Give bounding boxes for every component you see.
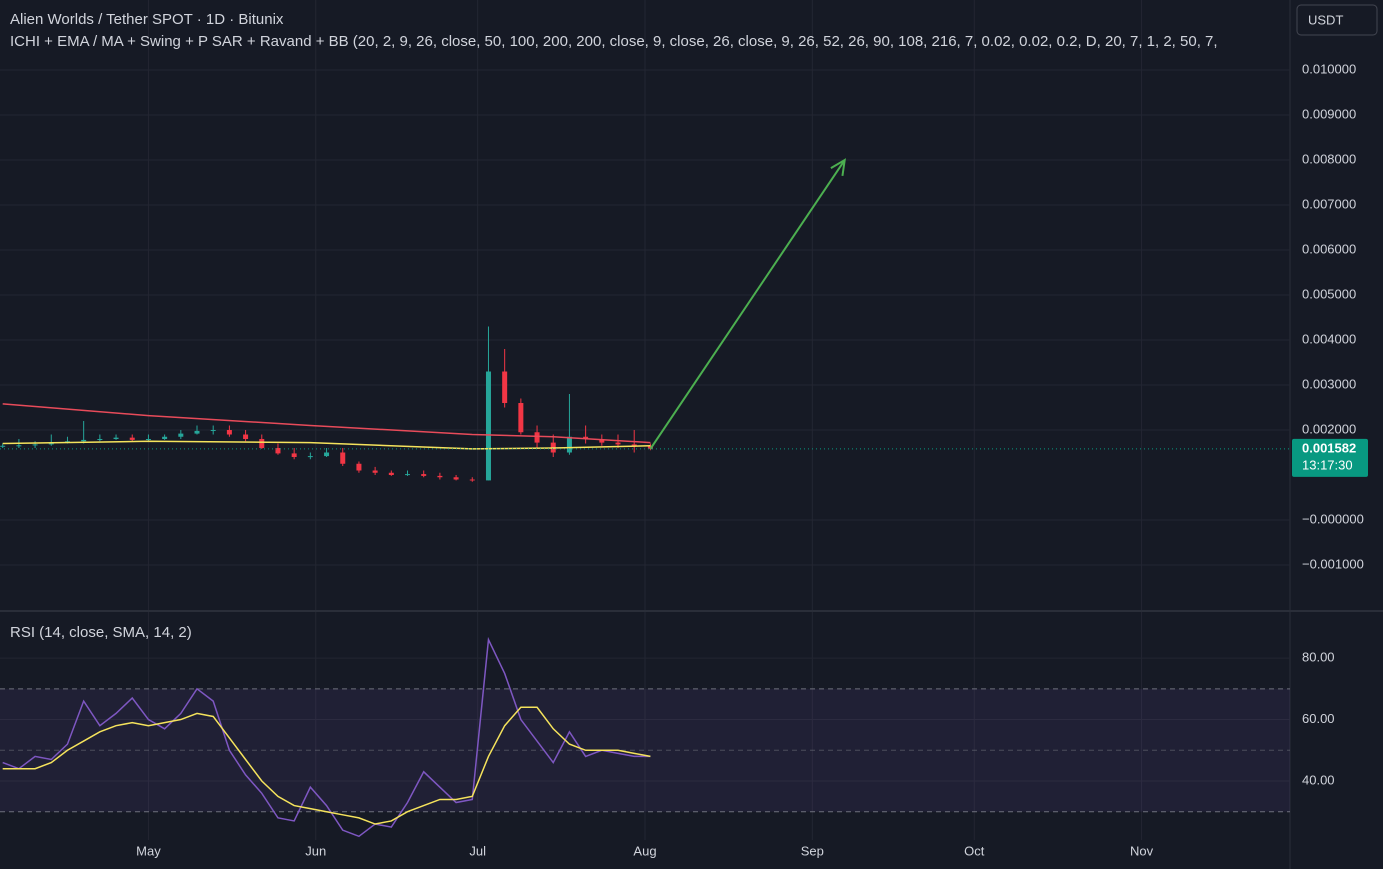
candle-body [599,439,605,443]
candle-body [518,403,524,433]
last-price-label: 0.001582 [1302,440,1356,455]
candle-body [32,444,38,446]
candle-body [437,475,443,478]
y-tick-label: 0.003000 [1302,376,1356,391]
candle-body [129,437,135,440]
candle-body [485,371,491,481]
candle-body [307,456,313,458]
candle-body [194,430,200,434]
candle-body [16,445,22,447]
chart-title: Alien Worlds / Tether SPOT · 1D · Bituni… [10,11,284,28]
y-tick-label: 0.010000 [1302,61,1356,76]
x-tick-label: Jul [469,843,486,858]
x-tick-label: Sep [801,843,824,858]
y-tick-label: 0.008000 [1302,151,1356,166]
y-tick-label: 0.006000 [1302,241,1356,256]
x-tick-label: May [136,843,161,858]
candle-body [243,434,249,440]
grid [0,0,1290,840]
labels: 0.010000 0.009000 0.008000 0.007000 0.006000… [10,61,1368,858]
indicator-settings: ICHI + EMA / MA + Swing + P SAR + Ravand… [10,33,1218,50]
countdown-label: 13:17:30 [1302,457,1353,472]
candle-body [566,436,572,453]
candle-body [81,439,87,442]
candle-body [113,437,119,440]
x-tick-label: Nov [1130,843,1154,858]
projection-arrow [649,159,846,450]
candle-body [0,445,6,447]
currency-label[interactable]: USDT [1308,12,1343,27]
x-tick-label: Jun [305,843,326,858]
candle-body [145,439,151,441]
candle-body [210,430,216,432]
y-tick-label: 40.00 [1302,772,1335,787]
candle-body [324,452,330,457]
currency-button[interactable] [1296,4,1378,36]
candle-body [453,477,459,480]
candle-body [615,442,621,445]
candle-body [534,432,540,443]
candle-body [421,474,427,476]
y-tick-label: 80.00 [1302,650,1335,665]
candle-body [583,436,589,440]
candle-body [226,430,232,435]
candle-body [178,433,184,437]
marks [0,158,1290,838]
y-tick-label: 0.002000 [1302,421,1356,436]
y-tick-label: −0.001000 [1302,556,1364,571]
candle-body [275,448,281,454]
candle-body [162,436,168,440]
candle-body [372,470,378,473]
last-price-box [1292,438,1368,477]
x-tick-label: Aug [633,843,656,858]
candle-body [469,479,475,481]
rsi-line [2,636,651,838]
x-tick-label: Oct [964,843,985,858]
moving-average [2,403,651,444]
y-tick-label: 0.004000 [1302,331,1356,346]
candle-body [502,371,508,404]
moving-average [2,440,651,450]
candle-body [291,453,297,458]
y-tick-label: 60.00 [1302,711,1335,726]
y-tick-label: 0.009000 [1302,106,1356,121]
y-tick-label: 0.005000 [1302,286,1356,301]
y-tick-label: −0.000000 [1302,511,1364,526]
y-tick-label: 0.007000 [1302,196,1356,211]
rsi-title: RSI (14, close, SMA, 14, 2) [10,624,192,641]
arrow-head [830,158,846,176]
candle-body [356,463,362,471]
candle-body [259,439,265,449]
rsi-line [2,706,651,825]
candle-body [340,452,346,464]
candle-body [97,439,103,441]
candle-body [405,474,411,476]
candle-body [388,472,394,476]
candle-body [631,444,637,446]
